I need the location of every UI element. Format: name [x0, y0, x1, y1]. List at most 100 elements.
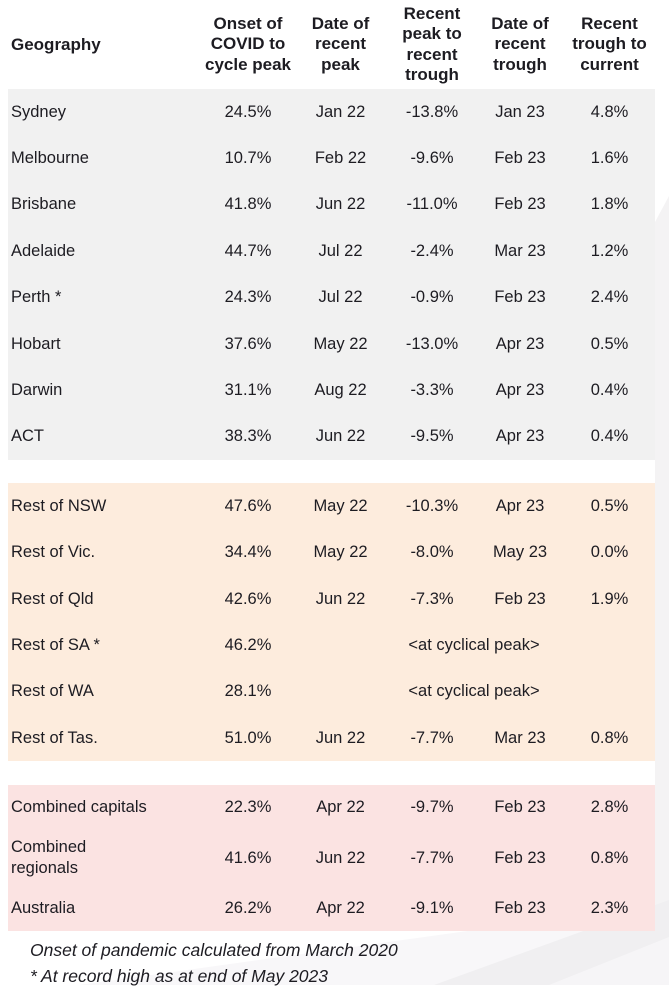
value-cell: -9.7% [410, 798, 454, 817]
geography-cell: Hobart [11, 334, 61, 353]
geography-cell: Australia [11, 899, 76, 918]
table-row: ACT 38.3% Jun 22 -9.5% Apr 23 0.4% [8, 414, 655, 460]
section-rest-of-state: Rest of NSW 47.6% May 22 -10.3% Apr 23 0.5% Re… [8, 483, 655, 762]
value-cell: 0.8% [590, 848, 629, 867]
value-cell: 22.3% [224, 798, 272, 817]
geography-cell: Rest of NSW [11, 496, 107, 515]
geography-cell: ACT [11, 427, 44, 446]
value-cell: 41.8% [224, 195, 272, 214]
value-cell: 2.4% [590, 288, 629, 307]
value-cell: 1.8% [590, 195, 629, 214]
value-cell: Apr 22 [316, 899, 365, 918]
geography-cell: Darwin [11, 381, 63, 400]
value-cell: -7.3% [410, 589, 454, 608]
geography-cell: Adelaide [11, 241, 76, 260]
value-cell: 4.8% [590, 102, 629, 121]
table-row: Rest of Tas. 51.0% Jun 22 -7.7% Mar 23 0.8% [8, 715, 655, 761]
value-cell: Jun 22 [315, 589, 366, 608]
table-row: Melbourne 10.7% Feb 22 -9.6% Feb 23 1.6% [8, 135, 655, 181]
value-cell: Jul 22 [318, 241, 363, 260]
table-header-row: Geography Onset of COVID to cycle peak D… [8, 0, 655, 89]
table-row: Perth * 24.3% Jul 22 -0.9% Feb 23 2.4% [8, 275, 655, 321]
value-cell: Apr 23 [495, 496, 545, 515]
value-cell: -7.7% [410, 848, 454, 867]
merged-at-cyclical-peak-cell: <at cyclical peak> [408, 682, 540, 701]
value-cell: 31.1% [224, 381, 272, 400]
value-cell: May 23 [492, 543, 548, 562]
section-combined: Combined capitals 22.3% Apr 22 -9.7% Feb 23 2… [8, 785, 655, 932]
value-cell: 1.2% [590, 241, 629, 260]
merged-at-cyclical-peak-cell: <at cyclical peak> [408, 635, 540, 654]
table-row: Brisbane 41.8% Jun 22 -11.0% Feb 23 1.8% [8, 182, 655, 228]
value-cell: Jan 22 [315, 102, 366, 121]
value-cell: Jun 22 [315, 195, 366, 214]
column-header-geography: Geography [11, 35, 101, 54]
value-cell: 2.3% [590, 899, 629, 918]
geography-cell: Rest of Tas. [11, 728, 98, 747]
section-gap [0, 761, 669, 785]
table-row: Combined regionals 41.6% Jun 22 -7.7% Feb 23… [8, 830, 655, 886]
value-cell: Feb 23 [494, 149, 546, 168]
value-cell: -11.0% [406, 195, 458, 214]
value-cell: Feb 23 [494, 195, 546, 214]
value-cell: Jan 23 [495, 102, 545, 121]
value-cell: Apr 23 [495, 334, 545, 353]
geography-cell: Combined capitals [11, 798, 147, 817]
value-cell: Apr 22 [316, 798, 365, 817]
value-cell: 0.5% [590, 334, 629, 353]
value-cell: Jul 22 [318, 288, 363, 307]
value-cell: Mar 23 [494, 241, 546, 260]
value-cell: 38.3% [224, 427, 272, 446]
column-header-date-of-recent-trough: Date of recent trough [491, 14, 549, 74]
table-row: Rest of NSW 47.6% May 22 -10.3% Apr 23 0.5% [8, 483, 655, 529]
table-row: Rest of WA 28.1% <at cyclical peak> [8, 669, 655, 715]
table-row: Australia 26.2% Apr 22 -9.1% Feb 23 2.3% [8, 886, 655, 931]
table-row: Rest of Qld 42.6% Jun 22 -7.3% Feb 23 1.9% [8, 576, 655, 622]
section-capital-cities: Sydney 24.5% Jan 22 -13.8% Jan 23 4.8% Melbour… [8, 89, 655, 461]
value-cell: -13.8% [405, 102, 459, 121]
value-cell: Feb 23 [494, 288, 546, 307]
value-cell: May 22 [313, 496, 368, 515]
value-cell: Feb 22 [314, 149, 367, 168]
value-cell: 0.8% [590, 728, 629, 747]
value-cell: -7.7% [410, 728, 454, 747]
column-header-date-of-recent-peak: Date of recent peak [311, 14, 370, 74]
value-cell: 34.4% [224, 543, 272, 562]
value-cell: 37.6% [224, 334, 272, 353]
value-cell: 44.7% [224, 241, 272, 260]
table-row: Combined capitals 22.3% Apr 22 -9.7% Feb 23 2… [8, 785, 655, 830]
value-cell: Apr 23 [495, 427, 545, 446]
footnote-record-high: * At record high as at end of May 2023 [30, 966, 329, 987]
value-cell: 0.5% [590, 496, 629, 515]
value-cell: 1.9% [590, 589, 629, 608]
geography-cell: Perth * [11, 288, 62, 307]
value-cell: 1.6% [590, 149, 629, 168]
value-cell: 0.4% [590, 427, 629, 446]
value-cell: 47.6% [224, 496, 272, 515]
value-cell: May 22 [313, 334, 368, 353]
geography-cell: Rest of WA [11, 682, 94, 701]
table-row: Darwin 31.1% Aug 22 -3.3% Apr 23 0.4% [8, 367, 655, 413]
value-cell: 0.4% [590, 381, 629, 400]
geography-cell: Brisbane [11, 195, 77, 214]
value-cell: 24.5% [224, 102, 272, 121]
geography-cell: Rest of SA * [11, 635, 100, 654]
value-cell: 26.2% [224, 899, 272, 918]
geography-cell: Sydney [11, 102, 67, 121]
geography-cell: Combined regionals [11, 838, 87, 878]
value-cell: Jun 22 [315, 728, 366, 747]
value-cell: 51.0% [224, 728, 272, 747]
value-cell: -2.4% [410, 241, 454, 260]
value-cell: May 22 [313, 543, 368, 562]
value-cell: 42.6% [224, 589, 272, 608]
value-cell: Feb 23 [494, 848, 546, 867]
value-cell: Jun 22 [315, 848, 366, 867]
value-cell: -10.3% [405, 496, 459, 515]
table-row: Hobart 37.6% May 22 -13.0% Apr 23 0.5% [8, 321, 655, 367]
value-cell: -8.0% [410, 543, 454, 562]
section-gap [0, 460, 669, 483]
value-cell: Jun 22 [315, 427, 366, 446]
table-row: Sydney 24.5% Jan 22 -13.8% Jan 23 4.8% [8, 89, 655, 135]
value-cell: -9.1% [410, 899, 454, 918]
